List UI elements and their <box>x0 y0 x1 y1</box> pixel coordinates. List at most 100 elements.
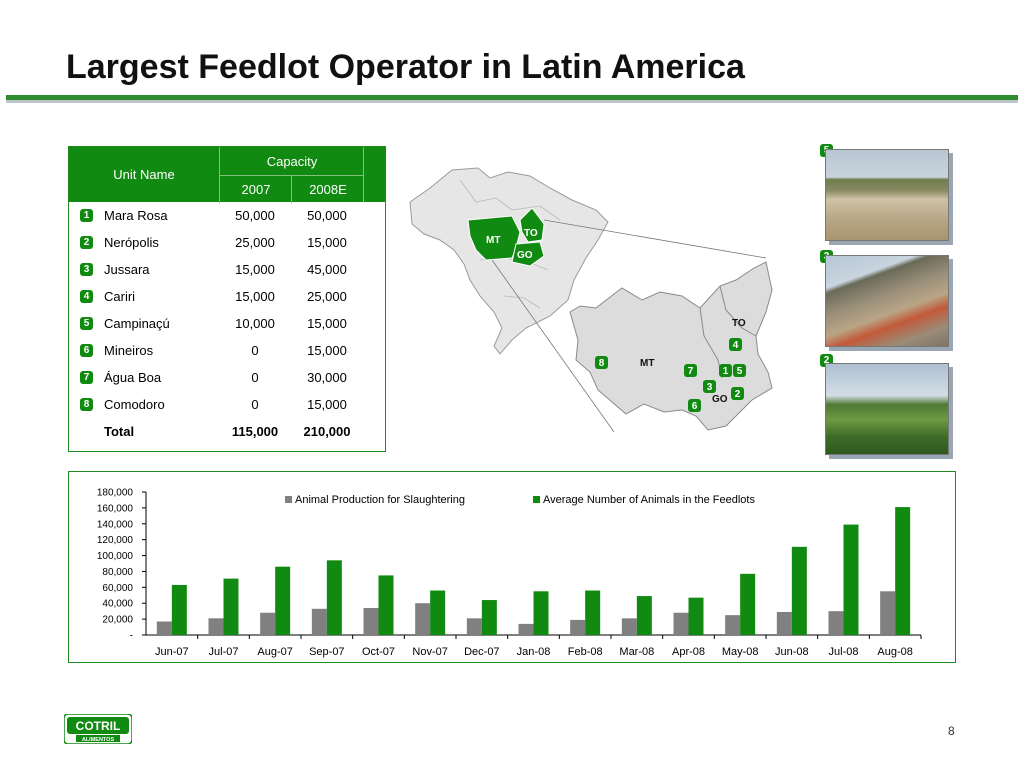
y-tick-label: 180,000 <box>97 488 134 499</box>
unit-name: Cariri <box>104 289 136 304</box>
bar-average-animals <box>430 590 446 635</box>
bar-animal-production <box>518 623 534 635</box>
bar-average-animals <box>378 575 394 635</box>
bar-average-animals <box>585 590 601 635</box>
capacity-2008e: 15,000 <box>307 343 347 358</box>
map-marker-6: 6 <box>688 399 701 412</box>
capacity-2008e: 50,000 <box>307 208 347 223</box>
y-tick-label: 40,000 <box>102 599 133 610</box>
x-tick-label: Jul-08 <box>829 646 859 658</box>
table-row: 8 Comodoro 0 15,000 <box>69 392 385 419</box>
header-2007: 2007 <box>219 175 292 203</box>
header-spacer <box>363 147 386 202</box>
svg-text:8: 8 <box>599 358 605 369</box>
svg-text:ALIMENTOS: ALIMENTOS <box>82 737 115 743</box>
x-tick-label: Jun-08 <box>775 646 809 658</box>
label-go-large: GO <box>712 394 728 405</box>
map-marker-8: 8 <box>595 356 608 369</box>
chart-svg: - 20,000 40,000 60,000 80,000 100,000 120,000 1… <box>97 488 922 658</box>
capacity-2008e: 45,000 <box>307 262 347 277</box>
bar-average-animals <box>481 600 497 635</box>
unit-name: Comodoro <box>104 397 165 412</box>
bar-average-animals <box>791 546 807 635</box>
bar-animal-production <box>156 621 172 635</box>
bar-animal-production <box>570 619 586 635</box>
legend-entry: Animal Production for Slaughtering <box>295 494 465 506</box>
state-go-small <box>511 241 545 267</box>
title-rule-gray <box>6 100 1018 103</box>
x-tick-label: Dec-07 <box>464 646 499 658</box>
brazil-map: MT TO GO MT TO GO 8 7 1 5 4 3 2 6 <box>409 167 773 433</box>
bar-average-animals <box>843 524 859 635</box>
x-tick-label: Jul-07 <box>209 646 239 658</box>
unit-name: Mineiros <box>104 343 154 358</box>
capacity-2008e: 15,000 <box>307 397 347 412</box>
svg-text:6: 6 <box>692 401 698 412</box>
title-rule-green <box>6 95 1018 100</box>
label-mt-large: MT <box>640 358 654 369</box>
header-2008e: 2008E <box>291 175 364 203</box>
table-header: Unit Name Capacity 2007 2008E <box>69 147 386 203</box>
table-row: 5 Campinaçú 10,000 15,000 <box>69 311 385 338</box>
unit-number-badge: 7 <box>80 371 93 384</box>
bar-animal-production <box>311 608 327 635</box>
label-to-small: TO <box>524 228 538 239</box>
unit-name: Campinaçú <box>104 316 170 331</box>
bar-average-animals <box>326 560 342 635</box>
unit-number-badge: 5 <box>80 317 93 330</box>
unit-number-badge: 4 <box>80 290 93 303</box>
table-row: 3 Jussara 15,000 45,000 <box>69 257 385 284</box>
x-tick-label: Oct-07 <box>362 646 395 658</box>
zoom-region <box>569 261 773 431</box>
table-row: 6 Mineiros 0 15,000 <box>69 338 385 365</box>
bar-average-animals <box>275 566 291 635</box>
label-to-large: TO <box>732 318 746 329</box>
map-marker-4: 4 <box>729 338 742 351</box>
svg-text:1: 1 <box>723 366 729 377</box>
table-row: 1 Mara Rosa 50,000 50,000 <box>69 203 385 230</box>
unit-number-badge: 2 <box>80 236 93 249</box>
capacity-2007: 15,000 <box>235 262 275 277</box>
capacity-2008e: 25,000 <box>307 289 347 304</box>
y-tick-label: 100,000 <box>97 551 134 562</box>
total-2007: 115,000 <box>231 424 279 439</box>
bar-animal-production <box>880 591 896 635</box>
unit-name: Jussara <box>104 262 150 277</box>
unit-number-badge: 3 <box>80 263 93 276</box>
bar-animal-production <box>363 607 379 635</box>
capacity-table: Unit Name Capacity 2007 2008E 1 Mara Ros… <box>68 146 386 452</box>
label-go-small: GO <box>517 250 533 261</box>
bar-animal-production <box>673 612 689 635</box>
svg-text:7: 7 <box>688 366 694 377</box>
x-tick-label: Jun-07 <box>155 646 189 658</box>
x-tick-label: Aug-08 <box>877 646 912 658</box>
bar-animal-production <box>776 611 792 635</box>
bar-animal-production <box>621 618 637 635</box>
bar-average-animals <box>533 591 549 635</box>
capacity-2007: 50,000 <box>235 208 275 223</box>
svg-text:2: 2 <box>735 389 741 400</box>
capacity-2007: 0 <box>251 397 259 412</box>
bar-average-animals <box>895 507 911 635</box>
table-row: 4 Cariri 15,000 25,000 <box>69 284 385 311</box>
bar-average-animals <box>636 596 652 635</box>
capacity-2007: 10,000 <box>235 316 275 331</box>
bar-average-animals <box>740 573 756 635</box>
table-row: 2 Nerópolis 25,000 15,000 <box>69 230 385 257</box>
bar-animal-production <box>415 603 431 635</box>
x-tick-label: Nov-07 <box>412 646 447 658</box>
unit-name: Mara Rosa <box>104 208 168 223</box>
unit-name: Nerópolis <box>104 235 159 250</box>
unit-name: Água Boa <box>104 370 162 385</box>
page-title: Largest Feedlot Operator in Latin Americ… <box>66 48 745 86</box>
x-tick-label: May-08 <box>722 646 759 658</box>
svg-text:3: 3 <box>707 382 713 393</box>
capacity-2007: 25,000 <box>235 235 275 250</box>
unit-number-badge: 6 <box>80 344 93 357</box>
bar-animal-production <box>260 612 276 635</box>
map-marker-5: 5 <box>733 364 746 377</box>
capacity-2007: 15,000 <box>235 289 275 304</box>
x-tick-label: Sep-07 <box>309 646 344 658</box>
svg-text:4: 4 <box>733 340 739 351</box>
bar-animal-production <box>466 618 482 635</box>
